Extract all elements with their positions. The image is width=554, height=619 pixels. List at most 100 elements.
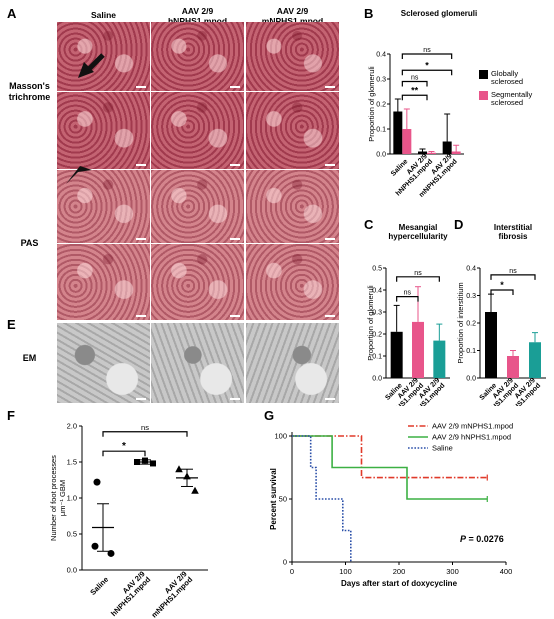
significance-bracket — [401, 94, 428, 101]
bar — [507, 356, 519, 378]
scale-bar — [230, 238, 240, 240]
chart-title-line: Sclerosed glomeruli — [401, 9, 477, 18]
data-point — [93, 478, 101, 486]
chart-f-foot-processes: 0.0 0.5 1.0 1.5 2.0 Number of foot processes μ… — [49, 422, 208, 619]
x-axis-label: Days after start of doxycycline — [341, 579, 458, 588]
y-axis-label: Number of foot processes μm⁻¹ GBM — [49, 455, 67, 541]
y-tick-label: 0.1 — [372, 354, 382, 361]
y-tick-label: 0.0 — [376, 152, 386, 159]
y-tick-label: 0.0 — [466, 376, 476, 383]
x-tick-label-line: Saline — [390, 158, 410, 178]
significance-label: * — [122, 441, 126, 452]
data-point — [107, 549, 115, 557]
micrograph-masson2-0 — [57, 92, 150, 169]
panel-label-b: B — [364, 6, 374, 21]
panel-label-d: D — [454, 217, 464, 232]
row-label-em: EM — [22, 353, 37, 363]
data-point — [175, 465, 183, 473]
scale-bar — [136, 315, 146, 317]
bar — [485, 312, 497, 378]
micrograph-pas-1 — [151, 170, 244, 243]
bar — [390, 331, 403, 378]
micrograph-masson-2 — [246, 22, 339, 91]
micrograph-em-1 — [151, 323, 244, 403]
scale-bar — [325, 398, 335, 400]
y-tick-label: 0 — [283, 558, 287, 567]
y-tick-label: 0.4 — [372, 288, 382, 295]
col-header-saline: Saline — [90, 10, 117, 20]
y-tick-label: 0.2 — [466, 321, 476, 328]
scale-bar — [325, 315, 335, 317]
legend-label: AAV 2/9 hNPHS1.mpod — [432, 433, 511, 442]
y-tick-label: 0.2 — [376, 102, 386, 109]
significance-label: ** — [411, 85, 419, 95]
y-tick-label: 0.1 — [466, 348, 476, 355]
x-tick-label: 200 — [393, 567, 406, 576]
arrow-icon — [78, 53, 105, 78]
data-point — [91, 542, 99, 550]
micrograph-masson-1 — [151, 22, 244, 91]
significance-bracket — [396, 276, 440, 282]
legend-label: Saline — [432, 444, 453, 453]
x-tick-label: 300 — [446, 567, 459, 576]
chart-title-line: fibrosis — [499, 232, 528, 241]
micrograph-em-2 — [246, 323, 339, 403]
y-tick-label: 0.3 — [376, 77, 386, 84]
significance-bracket — [401, 80, 428, 87]
micrograph-em-0 — [57, 323, 150, 403]
legend-label-line: Segmentally — [491, 90, 533, 99]
panel-label-c: C — [364, 217, 374, 232]
y-tick-label: 50 — [279, 495, 287, 504]
significance-bracket — [401, 69, 453, 76]
panel-label-g: G — [264, 408, 275, 423]
scale-bar — [136, 164, 146, 166]
chart-title-line: hypercellularity — [388, 232, 448, 241]
y-axis-label: Proportion of glomeruli — [367, 66, 376, 142]
significance-bracket — [102, 431, 188, 437]
panel-label-e: E — [7, 317, 16, 332]
y-tick-label: 0.1 — [376, 127, 386, 134]
scale-bar — [230, 86, 240, 88]
y-tick-label: 0.3 — [372, 310, 382, 317]
bar — [442, 141, 452, 154]
y-axis-label-line: Number of foot processes — [49, 455, 58, 541]
y-tick-label: 2.0 — [67, 422, 77, 431]
y-axis-label-line: μm⁻¹ GBM — [58, 480, 67, 516]
legend-label-line: sclerosed — [491, 98, 523, 107]
chart-b-sclerosed-glomeruli: Sclerosed glomeruli 0.0 0.1 0.2 0.3 0.4Propor… — [367, 9, 533, 199]
row-label-masson: Masson's trichrome — [8, 81, 51, 102]
significance-label: * — [425, 60, 429, 70]
significance-label: ns — [509, 268, 517, 275]
data-point — [150, 460, 156, 467]
bar — [393, 111, 403, 154]
survival-curve — [292, 435, 352, 562]
col-header-mnphs1: AAV 2/9 mNPHS1.mpod — [261, 6, 324, 26]
micrograph-pas2-2 — [246, 244, 339, 320]
y-tick-label: 1.0 — [67, 494, 77, 503]
y-tick-label: 100 — [274, 432, 287, 441]
significance-label: ns — [141, 423, 149, 432]
scale-bar — [136, 238, 146, 240]
significance-bracket — [396, 296, 419, 302]
y-tick-label: 0.0 — [67, 566, 77, 575]
x-tick-label: Saline — [88, 575, 110, 597]
col-header-hnphs1: AAV 2/9 hNPHS1.mpod — [167, 6, 228, 26]
y-tick-label: 0.2 — [372, 332, 382, 339]
x-tick-label: 400 — [500, 567, 513, 576]
scale-bar — [230, 315, 240, 317]
significance-label: ns — [404, 290, 412, 297]
legend-label: AAV 2/9 mNPHS1.mpod — [432, 422, 513, 431]
significance-label: * — [500, 280, 504, 290]
legend-label-line: sclerosed — [491, 77, 523, 86]
significance-bracket — [490, 274, 536, 280]
micrograph-pas2-0 — [57, 244, 150, 320]
legend-swatch — [479, 70, 488, 79]
bar — [418, 151, 427, 154]
bar — [451, 151, 461, 154]
significance-bracket — [401, 53, 453, 59]
